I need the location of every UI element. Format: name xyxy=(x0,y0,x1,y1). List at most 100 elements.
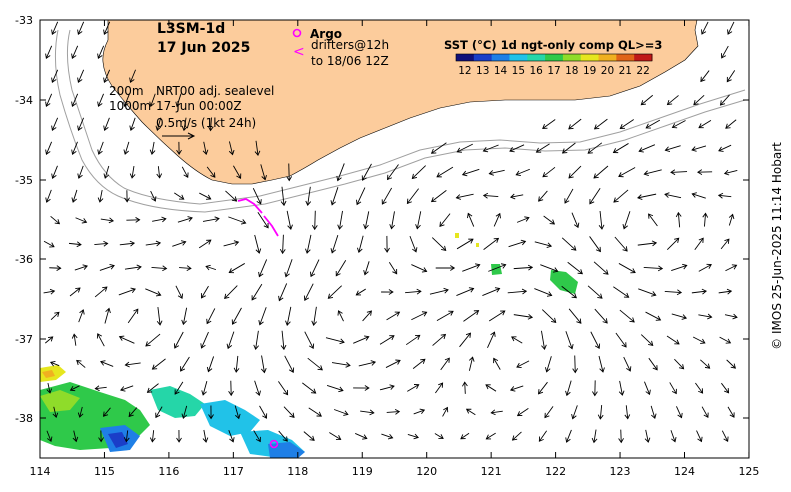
current-arrow xyxy=(411,264,428,273)
current-arrow xyxy=(509,193,524,200)
current-arrow xyxy=(538,430,548,442)
current-arrow xyxy=(461,168,480,177)
current-arrow xyxy=(468,356,475,371)
current-arrow xyxy=(671,313,688,320)
colorbar-tick-label: 12 xyxy=(458,65,471,77)
current-arrow xyxy=(701,406,709,419)
current-arrow xyxy=(439,213,451,228)
current-arrow xyxy=(638,144,656,153)
x-tick-label: 125 xyxy=(738,465,759,478)
current-arrow xyxy=(381,433,394,440)
current-arrow xyxy=(720,238,730,250)
current-arrow xyxy=(721,45,729,59)
current-arrow xyxy=(644,381,651,396)
current-arrow xyxy=(561,142,576,154)
current-arrow xyxy=(591,429,598,444)
current-arrow xyxy=(124,190,130,203)
current-arrow xyxy=(363,211,370,230)
current-arrow xyxy=(381,289,394,295)
current-arrow xyxy=(674,358,685,370)
current-arrow xyxy=(488,169,505,176)
current-arrow xyxy=(50,311,60,321)
colorbar-frame xyxy=(455,53,653,62)
current-arrow xyxy=(618,263,636,274)
current-arrow xyxy=(149,430,156,443)
current-arrow xyxy=(465,408,476,416)
current-arrow xyxy=(700,70,710,83)
current-arrow xyxy=(69,287,81,297)
x-tick-label: 121 xyxy=(481,465,502,478)
current-arrow xyxy=(513,264,534,271)
colorbar-tick-label: 21 xyxy=(619,65,632,77)
current-arrow xyxy=(228,263,245,274)
current-arrow xyxy=(429,287,449,295)
current-arrow xyxy=(640,94,654,106)
current-arrow xyxy=(51,117,59,132)
current-arrow xyxy=(624,405,631,420)
current-arrow xyxy=(333,409,349,416)
current-arrow xyxy=(253,430,261,443)
current-arrow xyxy=(721,382,730,394)
current-arrow xyxy=(151,265,168,272)
current-time-label: 17-Jun 00:00Z xyxy=(156,99,242,113)
current-arrow xyxy=(460,432,470,440)
current-arrow xyxy=(542,166,556,178)
current-arrow xyxy=(200,331,209,349)
y-tick-label: -34 xyxy=(15,94,33,107)
current-arrow xyxy=(565,331,574,350)
current-arrow xyxy=(362,310,372,322)
current-arrow xyxy=(174,381,184,395)
current-arrow xyxy=(717,192,732,199)
current-arrow xyxy=(565,380,572,397)
colorbar-tick-label: 16 xyxy=(529,65,543,77)
current-arrow xyxy=(353,385,370,391)
current-arrow xyxy=(593,261,609,275)
current-arrow xyxy=(483,237,500,250)
current-arrow xyxy=(327,285,342,299)
current-arrow xyxy=(325,337,345,345)
current-arrow xyxy=(671,120,686,129)
current-arrow xyxy=(407,384,420,392)
x-tick-label: 116 xyxy=(158,465,179,478)
current-arrow xyxy=(330,187,339,206)
current-arrow xyxy=(123,430,130,443)
current-arrow xyxy=(155,117,162,132)
current-arrow xyxy=(434,433,444,440)
current-arrow xyxy=(622,211,631,230)
current-arrow xyxy=(561,237,577,251)
colorbar-tick-label: 14 xyxy=(494,65,508,77)
current-arrow xyxy=(386,164,399,181)
current-arrow xyxy=(254,140,261,157)
current-arrow xyxy=(120,385,134,392)
current-arrow xyxy=(669,382,677,395)
current-arrow xyxy=(77,21,85,36)
current-arrow xyxy=(258,307,267,326)
current-arrow xyxy=(202,216,220,223)
current-arrow xyxy=(71,189,78,203)
current-arrow xyxy=(129,69,136,84)
current-arrow xyxy=(98,430,104,443)
current-arrow xyxy=(51,21,59,36)
current-arrow xyxy=(568,165,582,179)
current-arrow xyxy=(597,405,604,420)
current-arrow xyxy=(283,406,295,418)
colorbar-segment xyxy=(562,54,582,61)
current-arrow xyxy=(698,263,712,272)
current-arrow xyxy=(490,409,503,416)
current-arrow xyxy=(205,264,217,271)
current-arrow xyxy=(511,431,522,441)
current-arrow xyxy=(335,260,347,277)
colorbar-tick-label: 20 xyxy=(601,65,614,77)
x-tick-label: 120 xyxy=(416,465,437,478)
current-arrow xyxy=(643,265,664,272)
current-arrow xyxy=(326,384,344,393)
current-arrow xyxy=(725,119,737,129)
current-arrow xyxy=(482,144,499,153)
current-arrow xyxy=(726,70,736,83)
current-arrow xyxy=(513,313,534,320)
isobath-200m xyxy=(66,29,746,205)
current-arrow xyxy=(119,240,136,247)
current-arrow xyxy=(541,309,557,324)
current-arrow xyxy=(723,169,738,176)
current-arrow xyxy=(385,359,401,368)
